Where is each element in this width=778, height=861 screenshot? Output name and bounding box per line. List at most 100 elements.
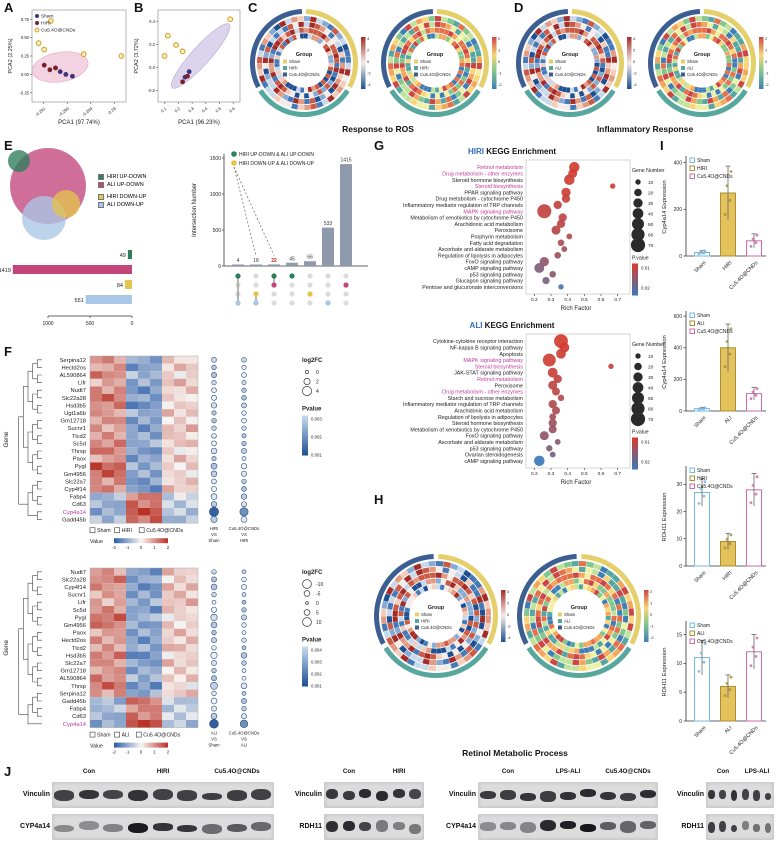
heatmap-cell xyxy=(150,477,162,486)
heatmap-segment xyxy=(399,67,406,73)
heatmap-segment xyxy=(668,71,675,78)
heatmap-segment xyxy=(538,32,547,40)
heatmap-segment xyxy=(552,653,561,661)
heatmap-segment xyxy=(307,33,313,40)
pvalue-colorbar xyxy=(302,415,308,456)
heatmap-segment xyxy=(465,644,474,653)
heatmap-cell xyxy=(174,454,186,463)
legend-label: Cu5.4O@CNDs xyxy=(697,484,733,490)
wheel-legend-title: Group xyxy=(428,605,445,611)
matrix-dot-active xyxy=(343,282,349,288)
heatmap-cell xyxy=(162,697,174,705)
heatmap-segment xyxy=(478,636,487,646)
heatmap-segment xyxy=(431,642,436,648)
heatmap-segment xyxy=(547,93,555,101)
heatmap-segment xyxy=(606,653,616,663)
wheel-legend-swatch xyxy=(549,66,553,70)
pathway-label: Ascorbate and aldarate metabolism xyxy=(438,440,523,446)
protein-band xyxy=(480,790,496,799)
heatmap-segment xyxy=(316,30,323,38)
heatmap-segment xyxy=(603,591,611,599)
heatmap-cell xyxy=(162,628,174,637)
heatmap-segment xyxy=(445,579,452,587)
pathway-label: Inflammatory mediator regulation of TRP … xyxy=(403,203,523,209)
heatmap-segment xyxy=(532,643,542,653)
heatmap-segment xyxy=(263,51,270,58)
legend-label: Cu5.4O@CNDs xyxy=(697,174,733,180)
heatmap-segment xyxy=(465,625,473,632)
legend-label: Sham xyxy=(697,313,710,319)
log2fc-swatch xyxy=(302,386,312,396)
x-tick-label: ALI xyxy=(724,725,734,735)
colorbar-tick: 0 xyxy=(765,59,768,64)
gene-number-tick: 40 xyxy=(648,212,654,218)
data-point xyxy=(754,393,758,397)
gene-label: Cd63 xyxy=(72,502,86,508)
heatmap-segment xyxy=(582,101,590,109)
fc-dot xyxy=(210,402,218,409)
heatmap-segment xyxy=(720,76,727,83)
heatmap-segment xyxy=(422,585,429,592)
heatmap-segment xyxy=(326,69,333,76)
heatmap-cell xyxy=(138,432,150,440)
data-point xyxy=(702,660,706,664)
heatmap-segment xyxy=(655,50,662,58)
heatmap-segment xyxy=(590,73,597,79)
heatmap-cell xyxy=(102,644,114,652)
heatmap-cell xyxy=(114,704,126,713)
heatmap-segment xyxy=(481,593,489,602)
heatmap-cell xyxy=(102,651,114,660)
heatmap-cell xyxy=(90,697,102,705)
heatmap-segment xyxy=(427,584,433,591)
heatmap-segment xyxy=(534,53,541,59)
heatmap-segment xyxy=(579,584,584,590)
panel-j-label: J xyxy=(4,764,12,779)
heatmap-segment xyxy=(399,27,408,36)
dendrogram-branch xyxy=(37,374,42,383)
heatmap-segment xyxy=(288,36,294,43)
heatmap-segment xyxy=(611,592,619,600)
heatmap-segment xyxy=(453,43,460,50)
enrichment-dot xyxy=(539,431,549,441)
heatmap-cell xyxy=(186,470,198,478)
heatmap-segment xyxy=(451,79,458,86)
heatmap-cell xyxy=(126,568,138,576)
heatmap-segment xyxy=(327,66,334,72)
protein-band xyxy=(226,790,247,801)
heatmap-segment xyxy=(535,610,541,616)
heatmap-segment xyxy=(666,53,673,59)
heatmap-segment xyxy=(608,587,616,596)
heatmap-segment xyxy=(612,639,621,648)
heatmap-segment xyxy=(327,79,334,87)
heatmap-segment xyxy=(264,46,271,53)
heatmap-segment xyxy=(462,36,470,44)
heatmap-segment xyxy=(291,103,299,110)
legend-swatch xyxy=(689,157,695,163)
heatmap-segment xyxy=(563,104,570,110)
heatmap-cell xyxy=(150,613,162,622)
colorbar-tick: 4 xyxy=(367,36,370,41)
fc-dot xyxy=(209,506,219,517)
heatmap-cell xyxy=(102,447,114,455)
heatmap-segment xyxy=(570,21,576,28)
pvalue-tick: 0.004 xyxy=(311,648,322,653)
heatmap-segment xyxy=(277,28,285,36)
heatmap-segment xyxy=(550,627,557,634)
heatmap-cell xyxy=(114,712,126,720)
heatmap-cell xyxy=(150,575,162,584)
gene-number-tick: 50 xyxy=(648,222,654,228)
data-point xyxy=(725,537,729,541)
heatmap-segment xyxy=(697,33,702,39)
matrix-dot xyxy=(343,273,349,279)
heatmap-segment xyxy=(418,638,425,645)
colorbar-tick: 1 xyxy=(765,48,768,53)
heatmap-segment xyxy=(679,93,687,101)
heatmap-cell xyxy=(174,492,186,501)
protein-label: Vinculin xyxy=(448,791,476,798)
protein-band xyxy=(342,790,355,801)
heatmap-segment xyxy=(714,30,721,38)
heatmap-segment xyxy=(718,79,725,86)
heatmap-segment xyxy=(580,23,587,30)
panel-i-label: I xyxy=(660,138,664,153)
